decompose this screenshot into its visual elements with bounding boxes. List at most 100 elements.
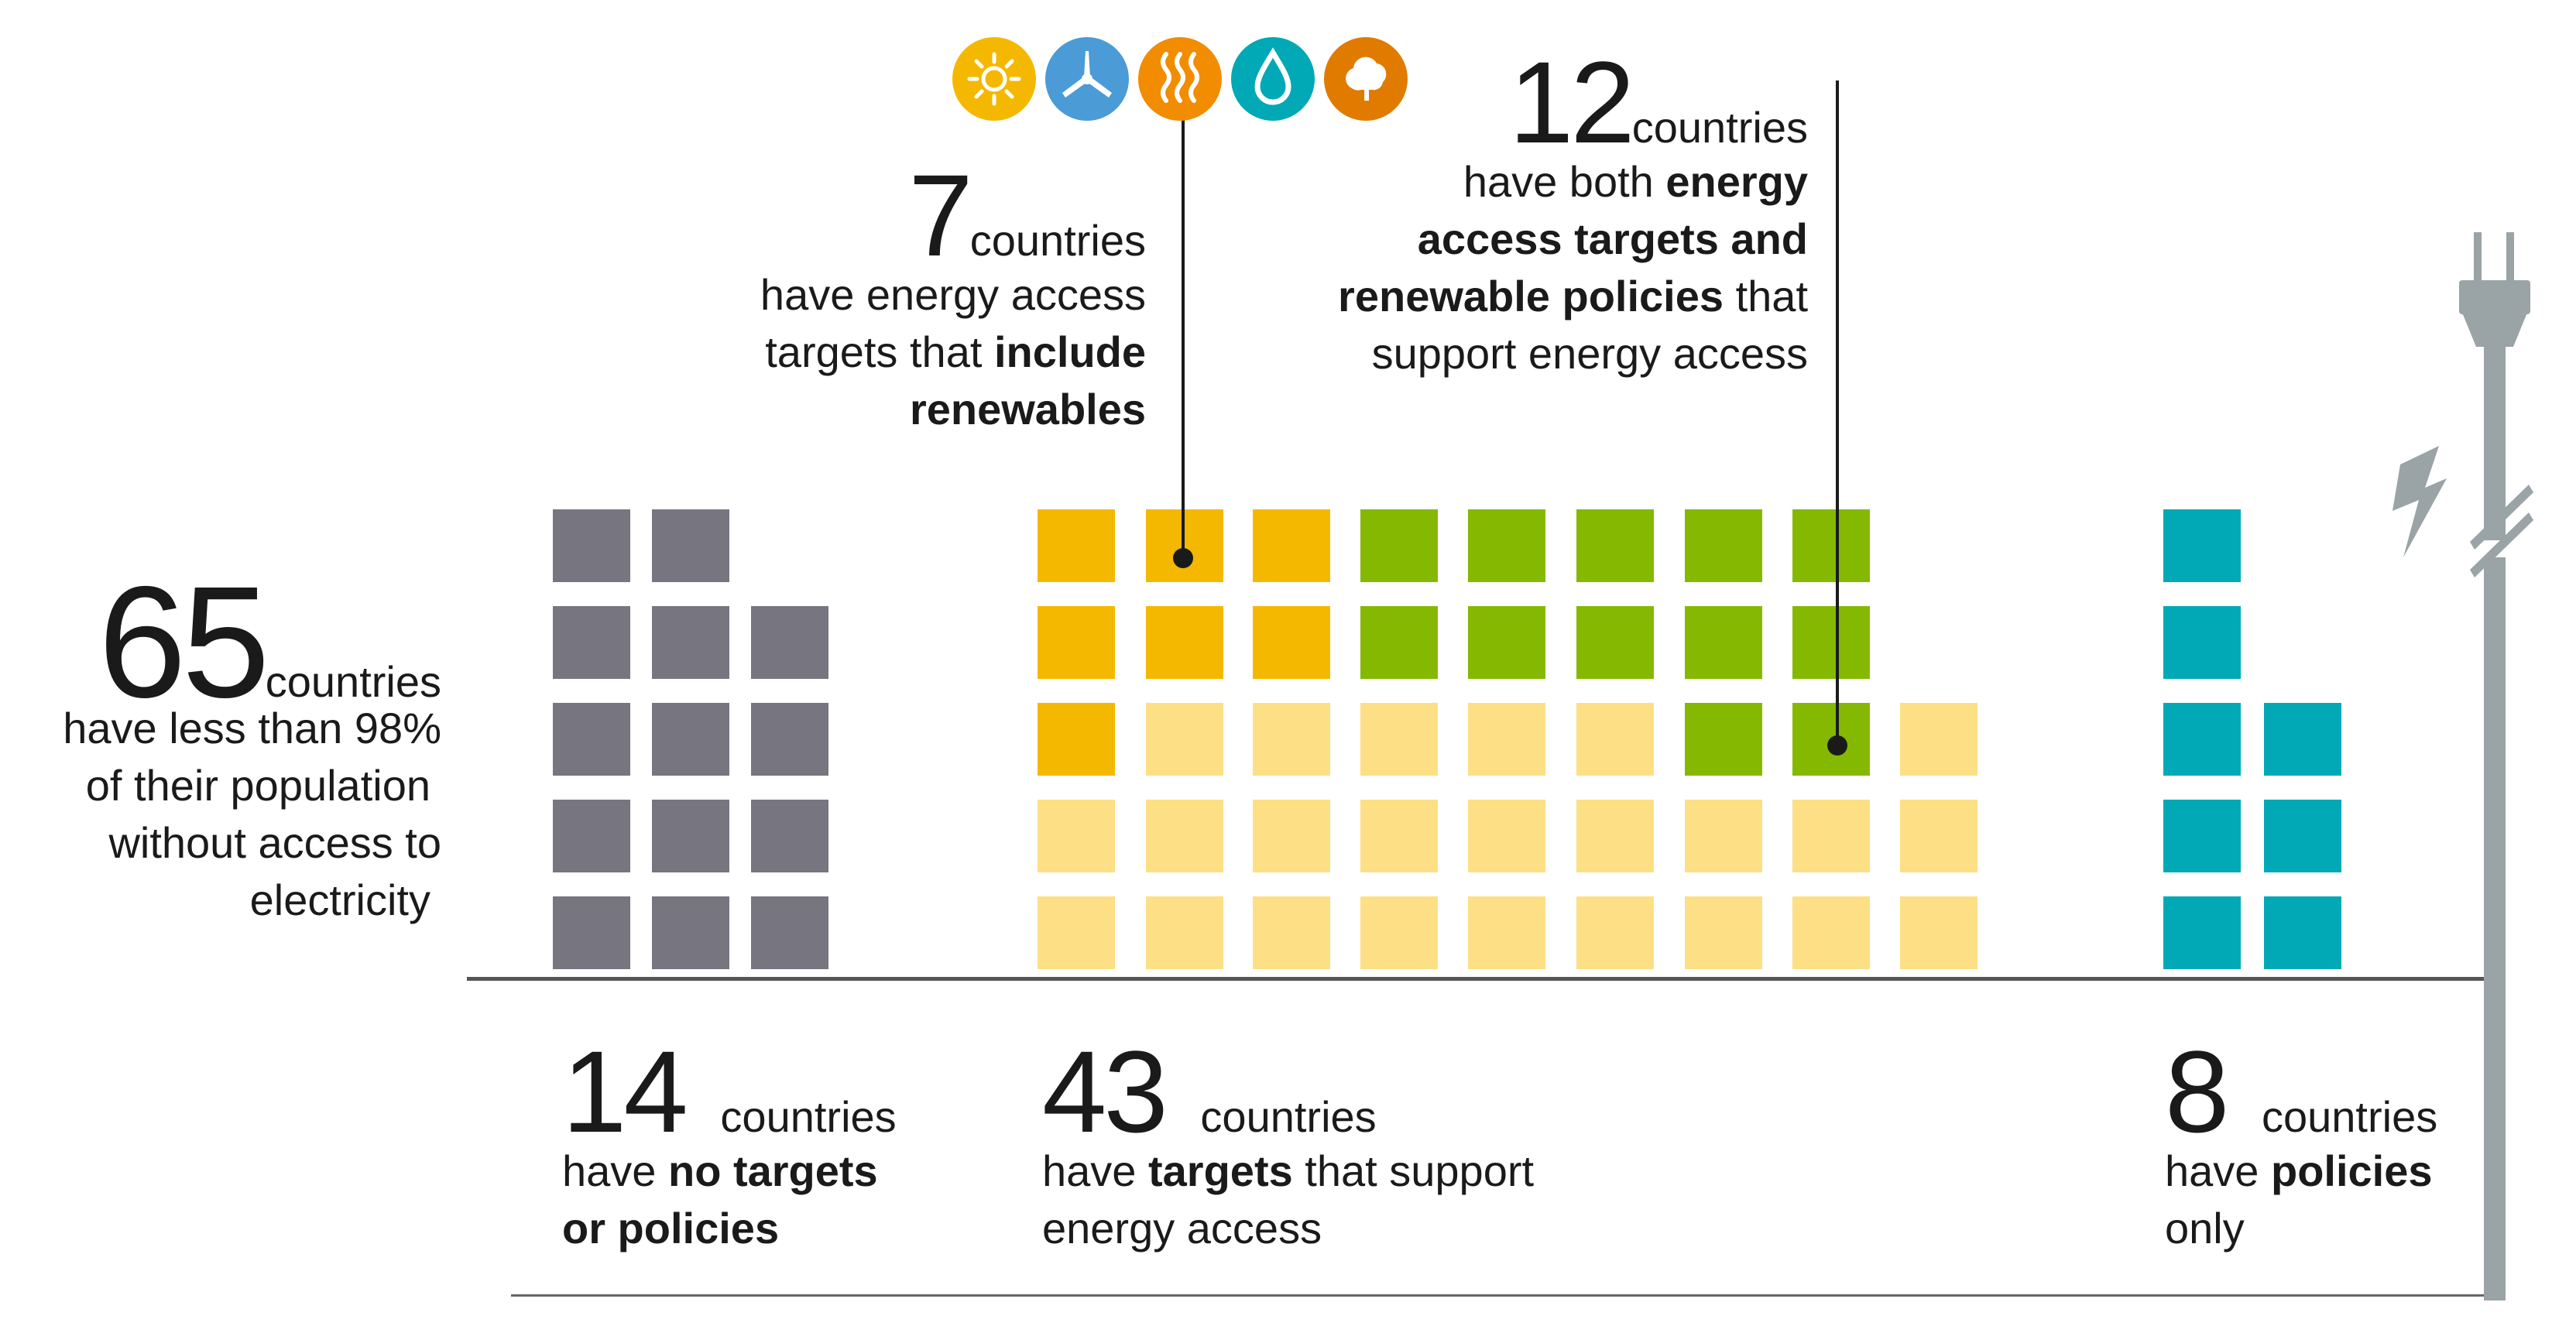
annot-12-line1-bold: energy: [1665, 157, 1808, 206]
total-line-1: have less than 98%: [63, 704, 441, 752]
annot-7-line3: renewables: [909, 385, 1146, 433]
waffle-tile-other-targets: [1468, 703, 1545, 776]
waffle-tile-other-targets: [1792, 800, 1870, 872]
waffle-tile-targets-with-renewables: [1146, 509, 1223, 582]
waffle-tile-other-targets: [1792, 896, 1870, 969]
waffle-tile-other-targets: [1146, 896, 1223, 969]
leader-line-12: [1836, 81, 1839, 745]
waffle-tile-targets-with-renewables: [1038, 606, 1115, 679]
waffle-tile-targets-and-policies: [1685, 509, 1762, 582]
waffle-tile-no-targets: [652, 606, 729, 679]
waffle-tile-policies-only: [2264, 896, 2341, 969]
group-43-line2: energy access: [1042, 1204, 1322, 1252]
sun-icon-bg: [952, 37, 1036, 121]
total-annotation: 65countries have less than 98% of their …: [23, 563, 441, 929]
waffle-tile-policies-only: [2264, 800, 2341, 872]
group-8-unit: countries: [2262, 1092, 2438, 1141]
waffle-tile-targets-and-policies: [1685, 703, 1762, 776]
annotation-12: 12countries have both energy access targ…: [1239, 44, 1808, 382]
biomass-tree-icon: [1324, 37, 1408, 121]
total-line-4: electricity: [249, 876, 430, 924]
group-8-line1-bold: policies: [2271, 1146, 2433, 1195]
waffle-tile-targets-and-policies: [1685, 606, 1762, 679]
group-43-count: 43: [1042, 1026, 1168, 1157]
waffle-tile-policies-only: [2163, 509, 2241, 582]
waffle-tile-other-targets: [1900, 800, 1977, 872]
waffle-tile-other-targets: [1900, 703, 1977, 776]
group-43-unit: countries: [1200, 1092, 1377, 1141]
total-line-2: of their population: [85, 761, 430, 810]
annot-12-line3-bold: renewable policies: [1338, 272, 1724, 320]
group-14-line2: or policies: [562, 1204, 780, 1252]
waffle-tile-other-targets: [1685, 800, 1762, 872]
annot-12-line4: support energy access: [1371, 329, 1808, 378]
annot-7-line2-plain: targets that: [765, 327, 994, 376]
waffle-tile-other-targets: [1360, 703, 1438, 776]
waffle-tile-other-targets: [1360, 800, 1438, 872]
annot-7-line1: have energy access: [760, 270, 1146, 319]
waffle-tile-targets-and-policies: [1360, 509, 1438, 582]
annot-12-count: 12: [1508, 37, 1635, 167]
annotation-7: 7countries have energy access targets th…: [681, 157, 1146, 438]
group-43-line1-bold: targets: [1148, 1146, 1293, 1195]
waffle-tile-no-targets: [553, 606, 630, 679]
waffle-tile-no-targets: [652, 703, 729, 776]
group-14-count: 14: [562, 1026, 688, 1157]
waffle-tile-policies-only: [2163, 703, 2241, 776]
waffle-tile-other-targets: [1900, 896, 1977, 969]
waffle-tile-other-targets: [1253, 800, 1330, 872]
group-14-line1-plain: have: [562, 1146, 668, 1195]
waffle-tile-other-targets: [1146, 800, 1223, 872]
total-count-unit: countries: [265, 657, 441, 706]
waffle-tile-targets-with-renewables: [1038, 509, 1115, 582]
waffle-tile-no-targets: [751, 703, 828, 776]
group-14-line1-bold: no targets: [668, 1146, 878, 1195]
waffle-tile-no-targets: [652, 800, 729, 872]
group-8-count: 8: [2165, 1026, 2229, 1157]
heat-waves-icon: [1138, 37, 1222, 121]
waffle-tile-targets-and-policies: [1468, 509, 1545, 582]
waffle-tile-policies-only: [2163, 606, 2241, 679]
heat-icon-bg: [1138, 37, 1222, 121]
waffle-tile-other-targets: [1468, 800, 1545, 872]
plug-cable-graphic: [2354, 232, 2540, 1300]
waffle-tile-no-targets: [751, 800, 828, 872]
waffle-tile-targets-with-renewables: [1253, 606, 1330, 679]
waffle-tile-targets-with-renewables: [1038, 703, 1115, 776]
waffle-tile-other-targets: [1685, 896, 1762, 969]
waffle-tile-other-targets: [1576, 896, 1654, 969]
waffle-tile-targets-and-policies: [1576, 606, 1654, 679]
label-group-43: 43 countries have targets that support e…: [1042, 1033, 1535, 1257]
waffle-tile-other-targets: [1253, 896, 1330, 969]
waffle-tile-other-targets: [1146, 703, 1223, 776]
group-43-line1-tail: that support: [1292, 1146, 1535, 1195]
annot-12-line3-tail: that: [1724, 272, 1808, 320]
waffle-tile-targets-and-policies: [1792, 509, 1870, 582]
waffle-tile-no-targets: [553, 896, 630, 969]
total-count: 65: [98, 553, 270, 731]
group-43-line1-plain: have: [1042, 1146, 1148, 1195]
group-8-line1-plain: have: [2165, 1146, 2271, 1195]
waffle-tile-targets-and-policies: [1792, 606, 1870, 679]
waffle-tile-other-targets: [1253, 703, 1330, 776]
waffle-tile-no-targets: [553, 509, 630, 582]
annot-7-line2-bold: include: [993, 327, 1146, 376]
waffle-tile-targets-and-policies: [1360, 606, 1438, 679]
group-14-unit: countries: [720, 1092, 897, 1141]
water-icon-bg: [1231, 37, 1315, 121]
waffle-tile-other-targets: [1360, 896, 1438, 969]
annot-7-count: 7: [908, 150, 972, 280]
waffle-tile-no-targets: [751, 606, 828, 679]
wind-turbine-icon: [1045, 37, 1129, 121]
waffle-tile-policies-only: [2163, 800, 2241, 872]
waffle-tile-no-targets: [553, 703, 630, 776]
group-8-line2: only: [2165, 1204, 2245, 1252]
waffle-tile-policies-only: [2163, 896, 2241, 969]
waffle-tile-other-targets: [1038, 896, 1115, 969]
waffle-tile-other-targets: [1576, 800, 1654, 872]
annot-12-line1-plain: have both: [1463, 157, 1666, 206]
label-group-8: 8 countries have policies only: [2165, 1033, 2438, 1257]
annot-12-unit: countries: [1631, 103, 1808, 152]
waffle-tile-no-targets: [652, 509, 729, 582]
